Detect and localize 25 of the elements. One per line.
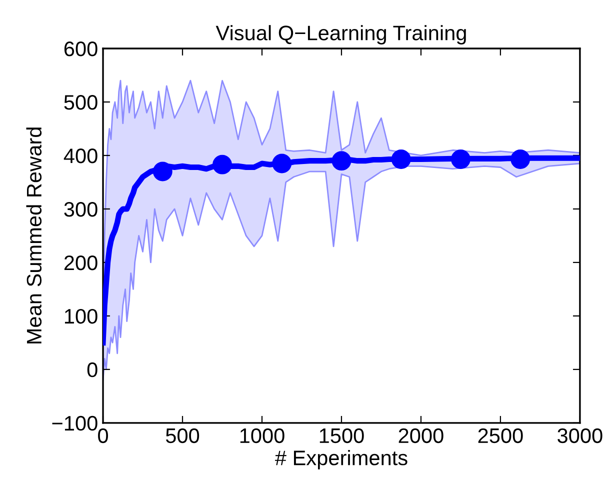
chart-title: Visual Q−Learning Training <box>216 25 466 44</box>
x-tick-label: 2000 <box>398 428 444 444</box>
y-tick-label: 400 <box>64 148 98 164</box>
x-tick-label: 1500 <box>320 428 364 444</box>
x-tick-label: 0 <box>98 428 108 444</box>
y-tick-label: 200 <box>64 255 98 270</box>
x-tick-label: 500 <box>166 428 200 444</box>
point <box>510 150 530 169</box>
point <box>152 162 172 182</box>
y-tick-label: 600 <box>64 42 98 56</box>
point <box>391 150 411 169</box>
point <box>212 154 232 174</box>
x-tick-label: 3000 <box>558 428 602 444</box>
x-tick-label: 1000 <box>240 428 284 444</box>
y-tick-label: 300 <box>64 202 98 217</box>
y-tick-label: 0 <box>87 362 98 378</box>
point <box>332 151 352 171</box>
y-tick-label: −100 <box>52 416 98 431</box>
x-axis-title: # Experiments <box>274 450 408 470</box>
y-tick-label: 500 <box>64 94 98 110</box>
x-tick-label: 2500 <box>478 428 523 444</box>
point <box>272 154 292 174</box>
y-tick-label: 100 <box>64 308 98 324</box>
y-axis-title: Mean Summed Reward <box>26 128 42 344</box>
point <box>450 150 470 169</box>
